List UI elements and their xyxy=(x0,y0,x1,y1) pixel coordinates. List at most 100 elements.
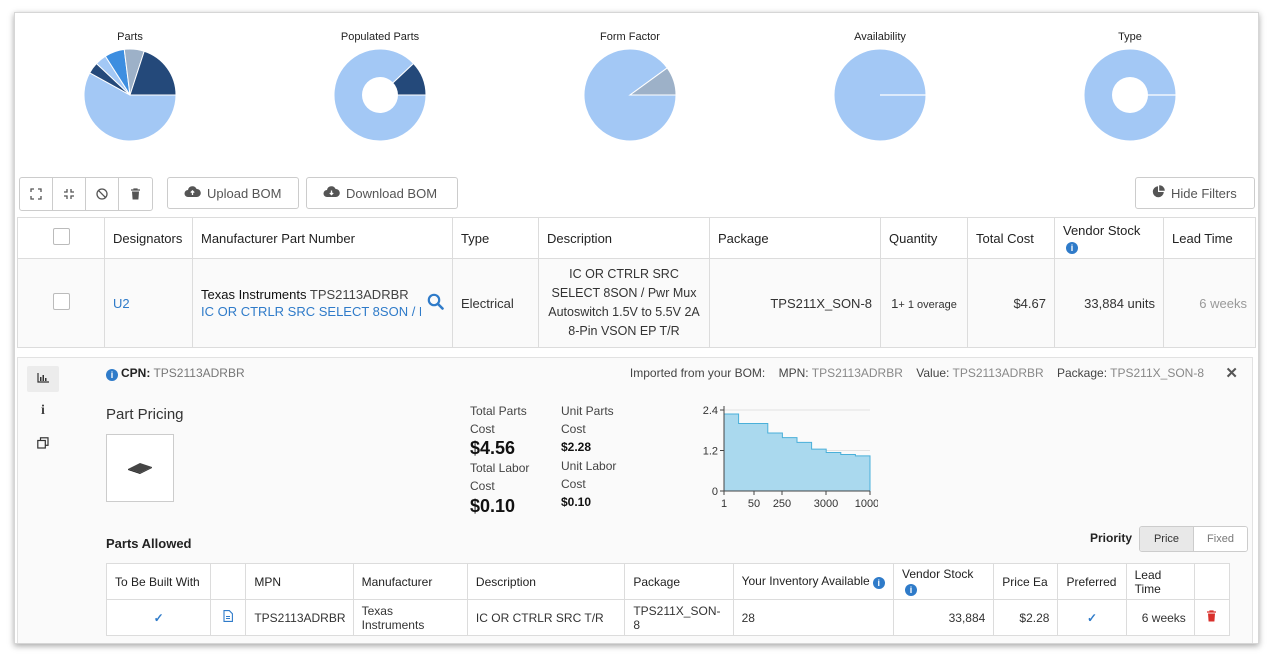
close-icon[interactable]: ✕ xyxy=(1225,365,1238,382)
vendor-stock-header-label: Vendor Stock xyxy=(1063,222,1141,238)
col-total-cost[interactable]: Total Cost xyxy=(967,217,1055,259)
description-cell: IC OR CTRLR SRC SELECT 8SON / Pwr Mux Au… xyxy=(538,258,710,348)
table-row[interactable]: ✓ TPS2113ADRBR Texas Instruments IC OR C… xyxy=(105,599,1231,636)
col-vendor-stock[interactable]: Vendor Stock i xyxy=(1054,217,1164,259)
pie-title: Availability xyxy=(854,31,906,43)
unit-parts-cost-value: $2.28 xyxy=(561,440,592,454)
priority-price-option[interactable]: Price xyxy=(1140,527,1194,551)
col-sub-description[interactable]: Description xyxy=(466,563,626,600)
mpn-description-link[interactable]: IC OR CTRLR SRC SELECT 8SON / Pwr M xyxy=(201,304,421,319)
search-icon[interactable] xyxy=(427,293,444,313)
col-price-ea[interactable]: Price Ea xyxy=(993,563,1059,600)
col-description[interactable]: Description xyxy=(538,217,710,259)
table-header-row: Designators Manufacturer Part Number Typ… xyxy=(17,217,1256,259)
select-all-checkbox[interactable] xyxy=(52,228,70,245)
pricing-chart-tab[interactable] xyxy=(27,366,59,392)
bar-chart-icon xyxy=(37,372,49,386)
upload-bom-button[interactable]: Upload BOM xyxy=(167,177,299,209)
row-actions-group xyxy=(19,177,153,211)
col-sub-mpn[interactable]: MPN xyxy=(245,563,354,600)
designator-link[interactable]: U2 xyxy=(104,258,193,348)
col-mpn[interactable]: Manufacturer Part Number xyxy=(192,217,453,259)
pie-form-factor: Form Factor xyxy=(565,29,695,143)
col-quantity[interactable]: Quantity xyxy=(880,217,968,259)
sub-header-row: To Be Built With MPN Manufacturer Descri… xyxy=(105,563,1231,600)
trash-icon[interactable] xyxy=(119,178,152,210)
imported-package-value: TPS211X_SON-8 xyxy=(1110,366,1204,380)
mpn-label: MPN: xyxy=(778,366,809,380)
pie-chart[interactable] xyxy=(332,47,428,143)
lead-time-cell: 6 weeks xyxy=(1163,258,1256,348)
col-preferred[interactable]: Preferred xyxy=(1057,563,1127,600)
pie-hole xyxy=(1112,77,1148,113)
bom-table: Designators Manufacturer Part Number Typ… xyxy=(17,217,1256,348)
collapse-icon[interactable] xyxy=(53,178,86,210)
total-cost-cell: $4.67 xyxy=(967,258,1055,348)
pie-chart-icon xyxy=(1152,185,1165,201)
copy-icon[interactable] xyxy=(27,430,59,456)
pie-chart[interactable] xyxy=(1082,47,1178,143)
upload-bom-label: Upload BOM xyxy=(207,185,282,201)
col-actions xyxy=(1193,563,1231,600)
price-ea-cell: $2.28 xyxy=(993,599,1059,636)
expand-icon[interactable] xyxy=(20,178,53,210)
total-parts-cost-value: $4.56 xyxy=(470,438,516,458)
hide-filters-button[interactable]: Hide Filters xyxy=(1135,177,1255,209)
cpn-label: CPN: xyxy=(121,366,151,380)
vendor-stock-cell: 33,884 units xyxy=(1054,258,1164,348)
x-tick-label: 50 xyxy=(748,498,760,510)
quantity-cell[interactable]: 1+ 1 overage xyxy=(880,258,968,348)
pie-slice[interactable] xyxy=(83,72,177,142)
built-with-cell[interactable]: ✓ xyxy=(105,599,212,636)
col-to-be-built-with[interactable]: To Be Built With xyxy=(105,563,212,600)
priority-fixed-option[interactable]: Fixed xyxy=(1194,527,1247,551)
inventory-cell: 28 xyxy=(732,599,895,636)
col-type[interactable]: Type xyxy=(452,217,539,259)
total-parts-cost-label: Total Parts Cost xyxy=(470,404,527,436)
download-bom-label: Download BOM xyxy=(346,185,438,201)
delete-cell[interactable] xyxy=(1193,599,1231,636)
parts-allowed-table: To Be Built With MPN Manufacturer Descri… xyxy=(105,563,1231,636)
col-sub-package[interactable]: Package xyxy=(624,563,734,600)
pie-slice[interactable] xyxy=(129,50,177,96)
unit-parts-cost-label: Unit Parts Cost xyxy=(561,404,614,436)
pie-chart[interactable] xyxy=(582,47,678,143)
col-package[interactable]: Package xyxy=(709,217,881,259)
info-icon[interactable]: i xyxy=(905,584,918,596)
block-icon[interactable] xyxy=(86,178,119,210)
row-select-cell xyxy=(17,258,105,348)
preferred-cell[interactable]: ✓ xyxy=(1057,599,1127,636)
info-tab-icon[interactable]: i xyxy=(41,403,45,418)
imported-value-value: TPS2113ADRBR xyxy=(952,366,1044,380)
col-lead-time[interactable]: Lead Time xyxy=(1163,217,1256,259)
download-bom-button[interactable]: Download BOM xyxy=(306,177,458,209)
info-icon[interactable]: i xyxy=(1066,241,1078,254)
pie-chart[interactable] xyxy=(832,47,928,143)
x-tick-label: 10000 xyxy=(855,498,878,510)
pie-slice[interactable] xyxy=(628,67,677,96)
pie-availability: Availability xyxy=(815,29,945,143)
priority-toggle: Price Fixed xyxy=(1139,526,1248,552)
info-icon: i xyxy=(106,369,118,381)
pie-hole xyxy=(362,77,398,113)
document-cell[interactable] xyxy=(210,599,247,636)
checkmark-icon: ✓ xyxy=(153,610,164,625)
imported-bom-info: Imported from your BOM: MPN: TPS2113ADRB… xyxy=(630,366,1204,380)
total-labor-cost-label: Total Labor Cost xyxy=(470,461,530,493)
package-cell: TPS211X_SON-8 xyxy=(709,258,881,348)
y-tick-label: 0 xyxy=(712,486,718,498)
col-designators[interactable]: Designators xyxy=(104,217,193,259)
col-sub-manufacturer[interactable]: Manufacturer xyxy=(352,563,468,600)
part-detail-panel: i i CPN: TPS2113ADRBR Imported from your … xyxy=(17,357,1253,643)
col-inventory[interactable]: Your Inventory Available i xyxy=(732,563,895,600)
info-icon[interactable]: i xyxy=(872,577,885,589)
col-sub-vendor-stock[interactable]: Vendor Stock i xyxy=(893,563,995,600)
unit-labor-cost-label: Unit Labor Cost xyxy=(561,459,617,491)
cpn-row: i CPN: TPS2113ADRBR xyxy=(106,366,245,381)
row-checkbox[interactable] xyxy=(52,293,70,310)
pie-chart[interactable] xyxy=(82,47,178,143)
trash-icon xyxy=(1206,610,1217,625)
cloud-upload-icon xyxy=(184,185,201,201)
col-sub-lead-time[interactable]: Lead Time xyxy=(1125,563,1195,600)
table-row[interactable]: U2 Texas Instruments TPS2113ADRBR IC OR … xyxy=(17,258,1256,348)
